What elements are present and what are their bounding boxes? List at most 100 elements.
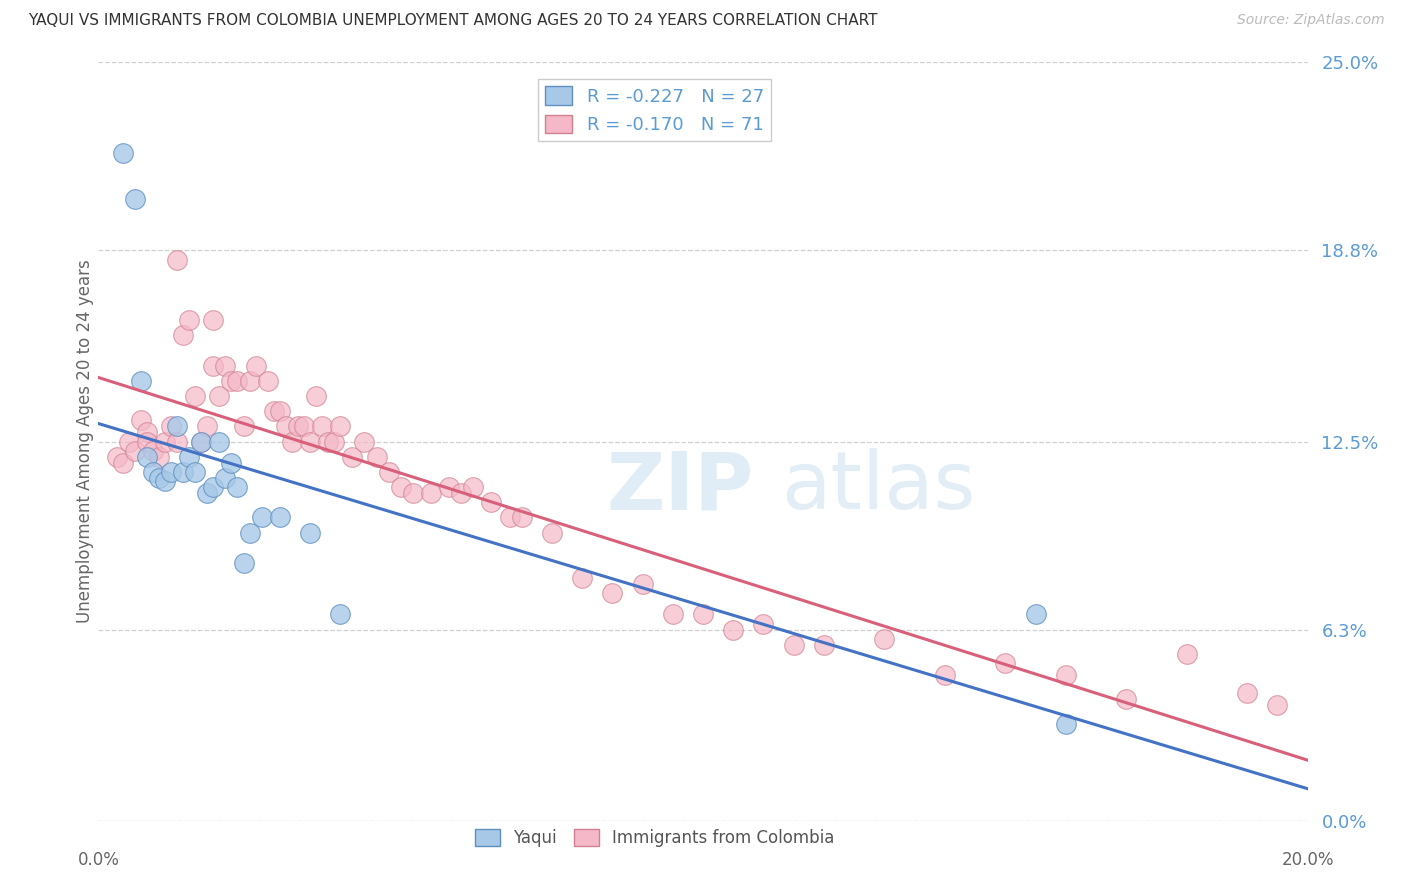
Point	[1267, 698, 1289, 713]
Point	[540, 525, 562, 540]
Point	[783, 638, 806, 652]
Point	[221, 456, 243, 470]
Point	[160, 465, 183, 479]
Text: atlas: atlas	[782, 448, 976, 526]
Point	[1236, 686, 1258, 700]
Point	[377, 465, 399, 479]
Point	[813, 638, 835, 652]
Point	[153, 474, 176, 488]
Point	[353, 434, 375, 449]
Point	[269, 404, 291, 418]
Point	[111, 146, 134, 161]
Point	[1115, 692, 1137, 706]
Point	[166, 252, 188, 267]
Point	[111, 456, 134, 470]
Point	[437, 480, 460, 494]
Point	[232, 419, 254, 434]
Point	[239, 525, 262, 540]
Point	[323, 434, 346, 449]
Point	[873, 632, 896, 646]
Point	[190, 434, 212, 449]
Point	[135, 434, 157, 449]
Point	[142, 443, 165, 458]
Point	[142, 465, 165, 479]
Point	[153, 434, 176, 449]
Point	[420, 486, 443, 500]
Point	[342, 450, 364, 464]
Point	[316, 434, 339, 449]
Point	[172, 465, 194, 479]
Point	[214, 471, 236, 485]
Point	[299, 525, 322, 540]
Y-axis label: Unemployment Among Ages 20 to 24 years: Unemployment Among Ages 20 to 24 years	[76, 260, 94, 624]
Point	[202, 480, 225, 494]
Legend: Yaqui, Immigrants from Colombia: Yaqui, Immigrants from Colombia	[468, 822, 841, 854]
Point	[329, 607, 352, 622]
Point	[256, 374, 278, 388]
Point	[208, 389, 231, 403]
Point	[366, 450, 388, 464]
Point	[226, 480, 249, 494]
Point	[232, 556, 254, 570]
Point	[723, 623, 745, 637]
Point	[239, 374, 262, 388]
Point	[292, 419, 315, 434]
Point	[129, 374, 152, 388]
Point	[274, 419, 297, 434]
Point	[389, 480, 412, 494]
Point	[263, 404, 285, 418]
Point	[226, 374, 249, 388]
Point	[287, 419, 309, 434]
Point	[221, 374, 243, 388]
Point	[166, 419, 188, 434]
Text: ZIP: ZIP	[606, 448, 754, 526]
Point	[1024, 607, 1046, 622]
Point	[250, 510, 273, 524]
Point	[305, 389, 328, 403]
Point	[1054, 716, 1077, 731]
Point	[195, 486, 218, 500]
Point	[281, 434, 304, 449]
Point	[269, 510, 291, 524]
Point	[602, 586, 624, 600]
Point	[208, 434, 231, 449]
Point	[245, 359, 267, 373]
Point	[202, 359, 225, 373]
Point	[752, 616, 775, 631]
Point	[148, 450, 170, 464]
Point	[124, 443, 146, 458]
Point	[135, 425, 157, 440]
Text: Source: ZipAtlas.com: Source: ZipAtlas.com	[1237, 13, 1385, 28]
Point	[571, 571, 593, 585]
Point	[129, 413, 152, 427]
Text: YAQUI VS IMMIGRANTS FROM COLOMBIA UNEMPLOYMENT AMONG AGES 20 TO 24 YEARS CORRELA: YAQUI VS IMMIGRANTS FROM COLOMBIA UNEMPL…	[28, 13, 877, 29]
Point	[1175, 647, 1198, 661]
Point	[934, 668, 956, 682]
Point	[311, 419, 333, 434]
Point	[498, 510, 520, 524]
Point	[190, 434, 212, 449]
Point	[160, 419, 183, 434]
Text: 20.0%: 20.0%	[1281, 851, 1334, 869]
Point	[202, 313, 225, 327]
Point	[214, 359, 236, 373]
Point	[299, 434, 322, 449]
Point	[463, 480, 485, 494]
Point	[402, 486, 425, 500]
Point	[179, 313, 201, 327]
Point	[166, 434, 188, 449]
Point	[105, 450, 128, 464]
Point	[179, 450, 201, 464]
Point	[1054, 668, 1077, 682]
Point	[148, 471, 170, 485]
Point	[510, 510, 533, 524]
Point	[118, 434, 141, 449]
Point	[450, 486, 472, 500]
Point	[184, 465, 207, 479]
Point	[195, 419, 218, 434]
Point	[135, 450, 157, 464]
Point	[184, 389, 207, 403]
Point	[994, 656, 1017, 670]
Point	[481, 495, 503, 509]
Point	[172, 328, 194, 343]
